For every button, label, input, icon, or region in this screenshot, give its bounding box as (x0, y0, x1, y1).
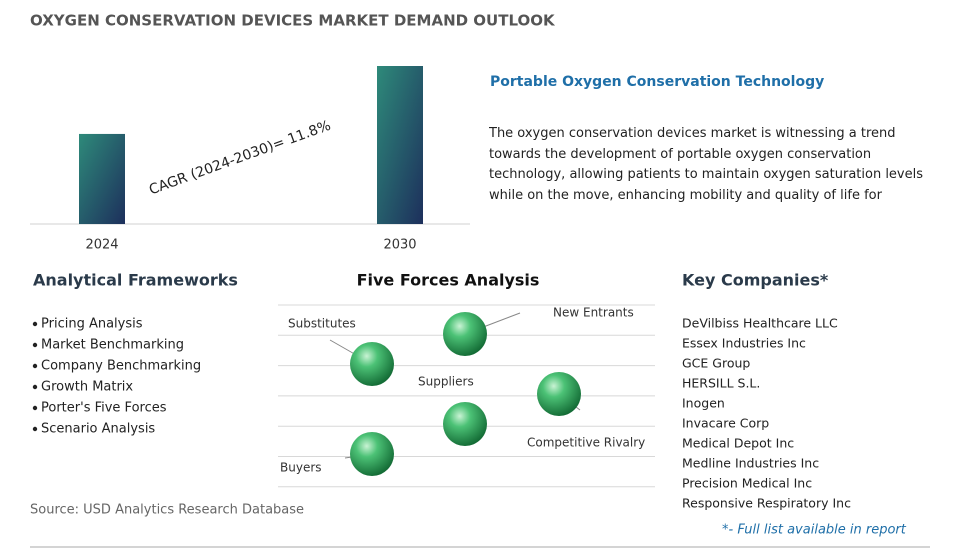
force-ball (443, 402, 487, 446)
force-ball (350, 342, 394, 386)
x-tick-label: 2024 (85, 238, 118, 253)
bullet (32, 342, 38, 348)
page-title: OXYGEN CONSERVATION DEVICES MARKET DEMAN… (30, 12, 556, 30)
bullet (32, 363, 38, 369)
bar (79, 133, 125, 224)
company-item: Responsive Respiratory Inc (682, 496, 851, 511)
framework-item: Market Benchmarking (41, 338, 184, 353)
company-item: Medical Depot Inc (682, 436, 794, 451)
company-item: DeVilbiss Healthcare LLC (682, 316, 838, 331)
bullet (32, 426, 38, 432)
framework-item: Company Benchmarking (41, 359, 201, 374)
cagr-annotation: CAGR (2024-2030)= 11.8% (147, 118, 333, 199)
company-item: Invacare Corp (682, 416, 769, 431)
framework-item: Pricing Analysis (41, 317, 143, 332)
companies-note: *- Full list available in report (722, 523, 907, 538)
force-ball (443, 312, 487, 356)
force-label: New Entrants (553, 306, 634, 320)
bullet (32, 384, 38, 390)
highlight-title: Portable Oxygen Conservation Technology (490, 74, 824, 90)
company-item: Essex Industries Inc (682, 336, 806, 351)
framework-item: Porter's Five Forces (41, 401, 167, 416)
highlight-text: The oxygen conservation devices market i… (489, 126, 924, 203)
framework-item: Scenario Analysis (41, 422, 155, 437)
force-ball (350, 432, 394, 476)
company-item: Precision Medical Inc (682, 476, 812, 491)
frameworks-title: Analytical Frameworks (33, 271, 238, 290)
company-item: Inogen (682, 396, 725, 411)
framework-item: Growth Matrix (41, 380, 133, 395)
source: Source: USD Analytics Research Database (30, 503, 304, 518)
company-item: Medline Industries Inc (682, 456, 819, 471)
bullet (32, 321, 38, 327)
company-item: HERSILL S.L. (682, 376, 760, 391)
company-item: GCE Group (682, 356, 750, 371)
bullet (32, 405, 38, 411)
companies-title: Key Companies* (682, 271, 829, 290)
x-tick-label: 2030 (383, 238, 416, 253)
five-forces-title: Five Forces Analysis (357, 271, 540, 290)
force-ball (537, 372, 581, 416)
force-label: Buyers (280, 461, 322, 475)
force-label: Competitive Rivalry (527, 436, 645, 450)
bar (377, 66, 423, 224)
force-label: Suppliers (418, 375, 474, 389)
force-label: Substitutes (288, 317, 356, 331)
